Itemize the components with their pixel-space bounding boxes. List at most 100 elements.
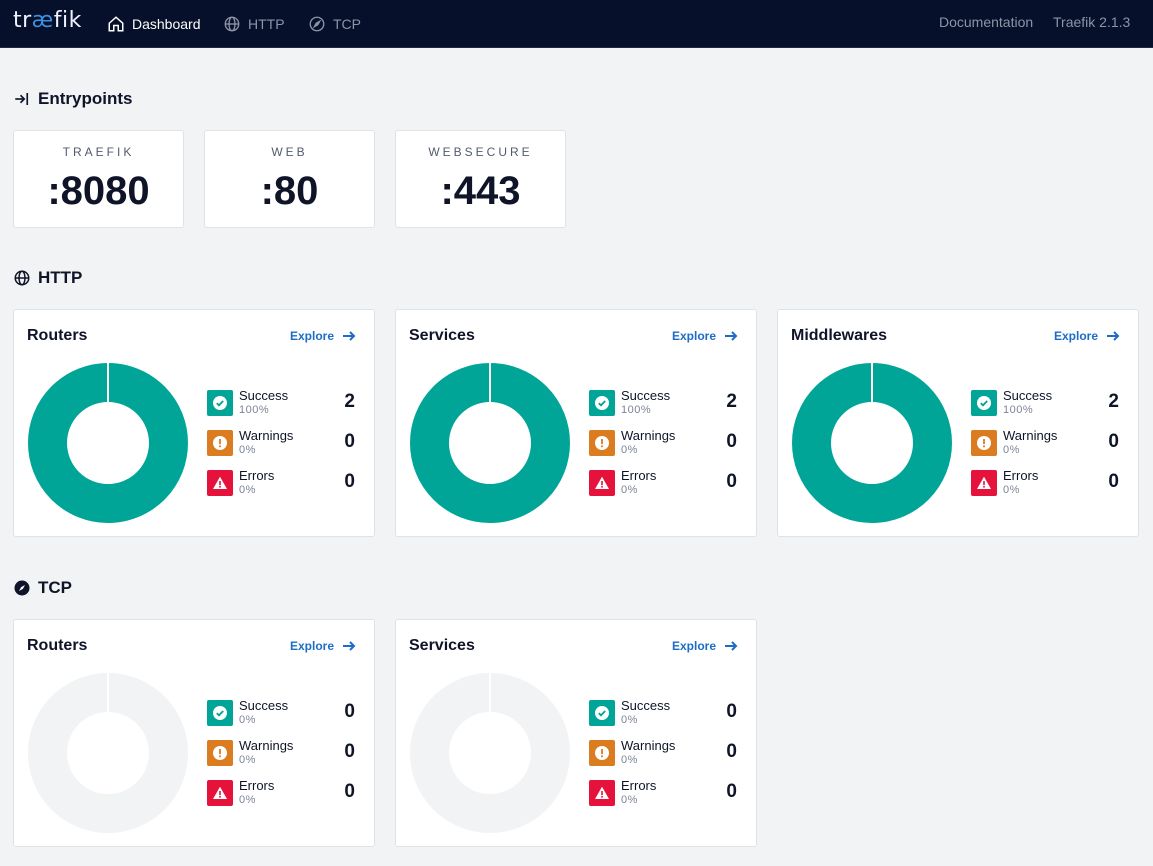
stat-label: Warnings [239,428,294,443]
traefik-logo[interactable]: træfik [13,8,82,33]
donut-chart-container [410,363,570,523]
status-donut-chart [410,363,570,523]
stat-success: Success 0% 0 [589,698,739,728]
explore-label: Explore [671,639,716,653]
stat-percent: 100% [621,404,652,416]
check-circle-icon [589,390,615,416]
stat-label: Errors [621,468,657,483]
stat-percent: 0% [239,444,256,456]
http-services-panel: Services Explore Success 100% 2 Warnings 0% 0 Er… [395,309,757,537]
stat-percent: 0% [621,714,638,726]
panel-title: Middlewares [791,327,888,344]
stat-label: Success [239,388,289,403]
panel-title: Routers [27,327,88,344]
explore-link[interactable]: Explore [290,638,357,654]
entrypoint-name: TRAEFIK [62,145,135,159]
stat-count: 2 [344,391,355,412]
http-routers-panel: Routers Explore Success 100% 2 Warnings 0% 0 Err… [13,309,375,537]
stat-warnings: Warnings 0% 0 [207,738,357,768]
stat-success: Success 100% 2 [971,388,1121,418]
stat-errors: Errors 0% 0 [207,778,357,808]
stat-success: Success 0% 0 [207,698,357,728]
stat-count: 0 [1108,431,1119,452]
explore-label: Explore [1053,329,1098,343]
nav-http[interactable]: HTTP [223,13,285,35]
stat-label: Success [621,388,671,403]
stat-count: 0 [344,781,355,802]
donut-chart-container [792,363,952,523]
stat-label: Errors [1003,468,1039,483]
globe-icon [14,270,30,286]
stat-label: Success [239,698,289,713]
explore-link[interactable]: Explore [672,638,739,654]
explore-label: Explore [671,329,716,343]
nav-tcp[interactable]: TCP [308,13,361,35]
stat-percent: 0% [239,484,256,496]
stat-label: Warnings [621,428,676,443]
stat-count: 0 [1108,471,1119,492]
version-label: Traefik 2.1.3 [1053,14,1131,30]
explore-label: Explore [289,329,334,343]
warning-triangle-icon [207,470,233,496]
globe-icon [224,16,240,32]
stat-count: 0 [726,431,737,452]
stat-percent: 0% [239,714,256,726]
status-donut-chart [27,673,188,833]
entrypoint-name: WEBSECURE [428,145,533,159]
stat-warnings: Warnings 0% 0 [207,428,357,458]
warning-triangle-icon [207,780,233,806]
stat-errors: Errors 0% 0 [589,468,739,498]
explore-link[interactable]: Explore [1054,328,1121,344]
explore-link[interactable]: Explore [290,328,357,344]
entrypoint-port: :80 [260,169,319,213]
arrow-right-icon [334,328,357,344]
stat-count: 2 [1108,391,1119,412]
exclamation-circle-icon [207,430,233,456]
exclamation-circle-icon [589,740,615,766]
top-navbar: træfik Dashboard HTTP TCP Documentation … [0,0,1153,48]
warning-triangle-icon [589,470,615,496]
arrow-right-icon [334,638,357,654]
donut-chart-container [409,673,570,833]
documentation-link[interactable]: Documentation [939,14,1034,30]
nav-dashboard[interactable]: Dashboard [107,13,201,35]
entrypoint-port: :443 [440,169,521,213]
stat-percent: 0% [621,794,638,806]
stat-label: Errors [621,778,657,793]
stat-errors: Errors 0% 0 [589,778,739,808]
tcp-routers-panel: Routers Explore Success 0% 0 Warnings 0% 0 Error… [13,619,375,847]
stat-label: Errors [239,468,275,483]
donut-chart-container [28,363,188,523]
stat-count: 0 [344,431,355,452]
arrow-right-icon [1098,328,1121,344]
stat-label: Warnings [621,738,676,753]
explore-label: Explore [289,639,334,653]
stat-percent: 0% [621,484,638,496]
check-circle-icon [207,700,233,726]
entrypoint-card-websecure: WEBSECURE :443 [395,130,566,228]
stat-errors: Errors 0% 0 [971,468,1121,498]
entrypoints-heading: Entrypoints [13,88,132,110]
stat-count: 0 [344,741,355,762]
entrypoint-card-web: WEB :80 [204,130,375,228]
stat-count: 0 [344,471,355,492]
stat-percent: 0% [621,444,638,456]
entrypoint-name: WEB [271,145,308,159]
explore-link[interactable]: Explore [672,328,739,344]
home-icon [108,16,124,32]
stat-percent: 0% [1003,444,1020,456]
stat-errors: Errors 0% 0 [207,468,357,498]
stat-count: 0 [726,701,737,722]
stat-count: 0 [344,701,355,722]
arrow-right-icon [716,638,739,654]
nav-http-label: HTTP [248,16,285,32]
stat-label: Warnings [239,738,294,753]
stat-label: Errors [239,778,275,793]
warning-triangle-icon [589,780,615,806]
stat-label: Warnings [1003,428,1058,443]
stat-success: Success 100% 2 [589,388,739,418]
stat-percent: 0% [621,754,638,766]
stat-label: Success [621,698,671,713]
nav-dashboard-label: Dashboard [132,16,201,32]
check-circle-icon [589,700,615,726]
